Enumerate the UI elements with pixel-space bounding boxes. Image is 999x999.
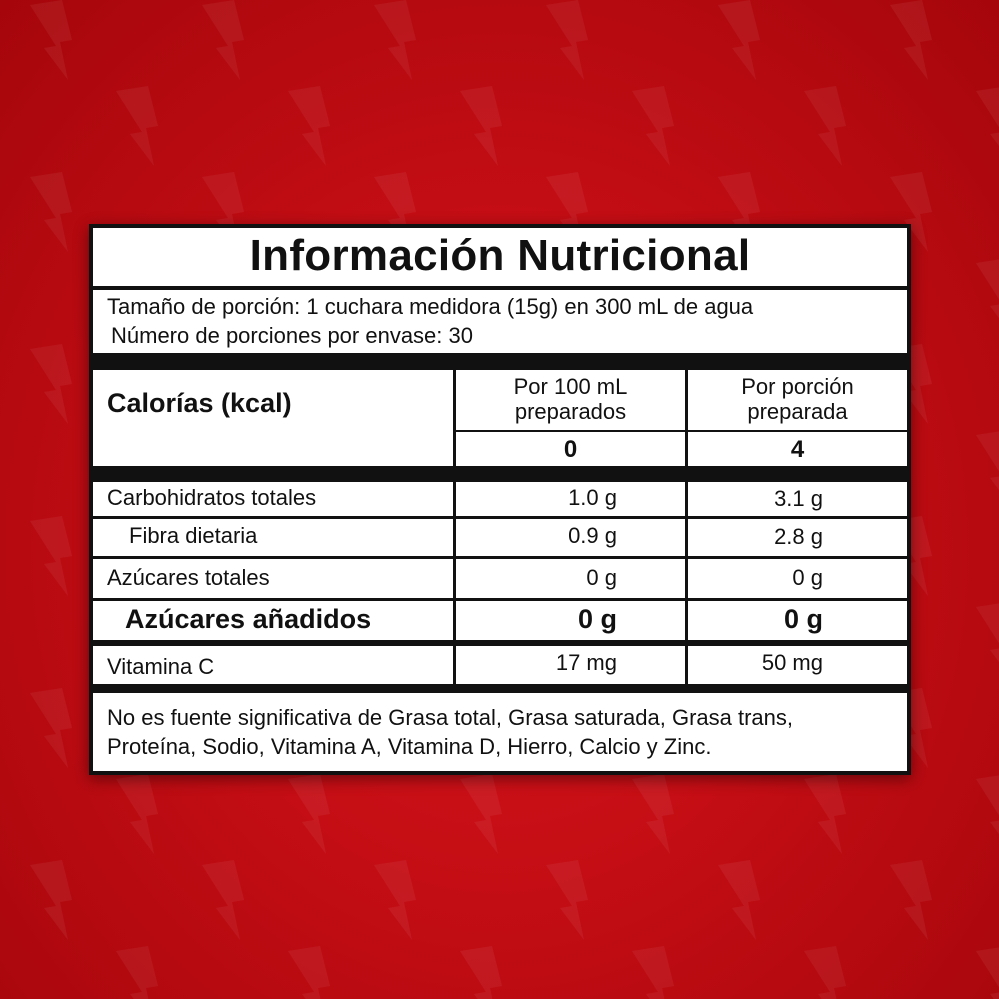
calories-per-100ml: 0	[456, 432, 685, 466]
servings-per-container: Número de porciones por envase: 30	[111, 323, 473, 348]
nutrient-per-serving: 2.8 g	[774, 524, 823, 549]
column-header-line: preparada	[747, 399, 848, 424]
nutrient-name: Fibra dietaria	[129, 523, 258, 548]
footer-line: No es fuente significativa de Grasa tota…	[107, 705, 794, 730]
nutrient-per100: 0 g	[577, 604, 617, 634]
nutrient-per100: 17 mg	[555, 650, 617, 675]
calories-label: Calorías (kcal)	[107, 388, 292, 418]
title-row: Información Nutricional	[93, 228, 907, 286]
nutrient-row: Azúcares añadidos	[93, 601, 453, 640]
nutrient-per-serving: 0 g	[783, 604, 823, 634]
nutrient-row: Azúcares totales	[93, 559, 453, 598]
column-header-line: Por porción	[741, 374, 854, 399]
nutrient-per100: 0.9 g	[568, 523, 617, 548]
nutrient-name: Carbohidratos totales	[107, 485, 317, 510]
calories-value: 0	[563, 436, 578, 463]
column-header-per-serving: Por porción preparada	[688, 370, 907, 430]
column-header-line: Por 100 mL	[513, 374, 628, 399]
footer-note: No es fuente significativa de Grasa tota…	[93, 693, 907, 771]
nutrient-per-serving: 3.1 g	[774, 486, 823, 511]
nutrition-facts-label: Información Nutricional Tamaño de porció…	[89, 224, 911, 775]
serving-size: Tamaño de porción: 1 cuchara medidora (1…	[107, 294, 754, 319]
nutrient-row: Fibra dietaria	[93, 519, 453, 556]
label-title: Información Nutricional	[249, 231, 751, 280]
calories-label-cell: Calorías (kcal)	[93, 370, 453, 466]
nutrient-per-serving: 0 g	[792, 565, 823, 590]
nutrient-row: Vitamina C	[93, 646, 453, 684]
nutrient-name: Azúcares añadidos	[125, 604, 372, 634]
footer-line: Proteína, Sodio, Vitamina A, Vitamina D,…	[107, 734, 712, 759]
nutrient-row: Carbohidratos totales	[93, 482, 453, 516]
nutrient-per100: 0 g	[586, 565, 617, 590]
column-header-per-100ml: Por 100 mL preparados	[456, 370, 685, 430]
nutrient-name: Azúcares totales	[107, 565, 270, 590]
calories-per-serving: 4	[688, 432, 907, 466]
nutrient-per-serving: 50 mg	[761, 650, 823, 675]
serving-info: Tamaño de porción: 1 cuchara medidora (1…	[93, 290, 907, 353]
nutrient-name: Vitamina C	[107, 654, 215, 679]
nutrient-per100: 1.0 g	[568, 485, 617, 510]
column-header-line: preparados	[514, 399, 627, 424]
calories-value: 4	[790, 436, 805, 463]
